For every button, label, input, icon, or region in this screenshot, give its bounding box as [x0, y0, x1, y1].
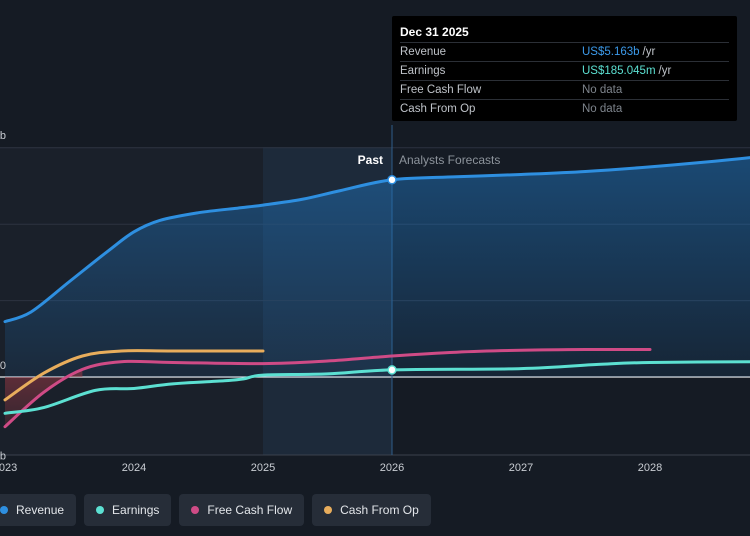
- tooltip-label: Revenue: [400, 46, 447, 58]
- y-tick-label: 0: [0, 360, 6, 372]
- past-label: Past: [358, 153, 383, 167]
- x-tick-label: 2025: [251, 462, 275, 474]
- legend-label: Cash From Op: [340, 503, 419, 517]
- tooltip-unit: /yr: [642, 46, 656, 58]
- legend-item-earnings[interactable]: Earnings: [84, 494, 172, 526]
- x-tick-label: 2027: [509, 462, 533, 474]
- series-line-revenue: [3, 156, 750, 324]
- series-line-earnings: [3, 360, 750, 415]
- legend-label: Revenue: [16, 503, 65, 517]
- tooltip-label: Earnings: [400, 65, 446, 77]
- y-tick-label: US$6b: [0, 130, 6, 142]
- legend-dot-icon: [324, 506, 333, 514]
- legend-label: Earnings: [112, 503, 160, 517]
- earnings-marker: [387, 365, 397, 375]
- legend: Revenue Earnings Free Cash Flow Cash Fro…: [0, 494, 431, 528]
- x-tick-label: 2024: [122, 462, 146, 474]
- legend-item-free-cash-flow[interactable]: Free Cash Flow: [179, 494, 305, 526]
- tooltip-unit: /yr: [658, 65, 672, 77]
- series-line-free-cash-flow: [3, 347, 652, 429]
- tooltip-value: No data: [582, 103, 623, 115]
- legend-dot-icon: [191, 506, 200, 514]
- tooltip-value: US$185.045m: [582, 65, 656, 77]
- tooltip-row-revenue: Revenue US$5.163b /yr: [400, 42, 729, 61]
- series-line-cash-from-op: [3, 349, 265, 402]
- legend-dot-icon: [96, 506, 105, 514]
- negative-area: [5, 369, 83, 427]
- x-tick-label: 2023: [0, 462, 17, 474]
- y-tick-label: -US$2b: [0, 450, 6, 462]
- legend-item-cash-from-op[interactable]: Cash From Op: [312, 494, 431, 526]
- tooltip-row-cfo: Cash From Op No data: [400, 99, 729, 118]
- legend-item-revenue[interactable]: Revenue: [0, 494, 77, 526]
- forecast-label: Analysts Forecasts: [399, 153, 500, 167]
- x-tick-label: 2028: [638, 462, 662, 474]
- tooltip-panel: Dec 31 2025 Revenue US$5.163b /yr Earnin…: [392, 16, 737, 121]
- tooltip-label: Cash From Op: [400, 103, 476, 115]
- x-tick-label: 2026: [380, 462, 404, 474]
- tooltip-value: US$5.163b: [582, 46, 640, 58]
- revenue-marker: [387, 175, 397, 185]
- legend-label: Free Cash Flow: [207, 503, 293, 517]
- tooltip-row-earnings: Earnings US$185.045m /yr: [400, 61, 729, 80]
- tooltip-row-fcf: Free Cash Flow No data: [400, 80, 729, 99]
- tooltip-label: Free Cash Flow: [400, 84, 482, 96]
- tooltip-date: Dec 31 2025: [400, 25, 469, 39]
- tooltip-value: No data: [582, 84, 623, 96]
- legend-dot-icon: [0, 506, 8, 514]
- revenue-area: [5, 157, 750, 377]
